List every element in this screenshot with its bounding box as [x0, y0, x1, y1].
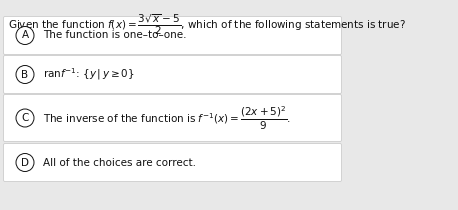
Text: ran$f^{-1}$: $\{y\,|\,y\geq 0\}$: ran$f^{-1}$: $\{y\,|\,y\geq 0\}$: [43, 67, 135, 82]
Text: All of the choices are correct.: All of the choices are correct.: [43, 158, 196, 168]
Text: B: B: [22, 70, 28, 80]
Text: A: A: [22, 30, 28, 41]
FancyBboxPatch shape: [4, 143, 342, 181]
Text: The function is one–to–one.: The function is one–to–one.: [43, 30, 186, 41]
Text: Given the function $f(x) = \dfrac{3\sqrt{x}-5}{2}$, which of the following state: Given the function $f(x) = \dfrac{3\sqrt…: [8, 12, 406, 37]
Text: The inverse of the function is $f^{-1}(x) = \dfrac{(2x+5)^{2}}{9}$.: The inverse of the function is $f^{-1}(x…: [43, 104, 291, 131]
FancyBboxPatch shape: [4, 17, 342, 55]
Text: D: D: [21, 158, 29, 168]
Text: C: C: [22, 113, 29, 123]
Circle shape: [16, 109, 34, 127]
FancyBboxPatch shape: [4, 55, 342, 93]
Circle shape: [16, 26, 34, 45]
Circle shape: [16, 66, 34, 84]
FancyBboxPatch shape: [4, 94, 342, 142]
Circle shape: [16, 154, 34, 172]
